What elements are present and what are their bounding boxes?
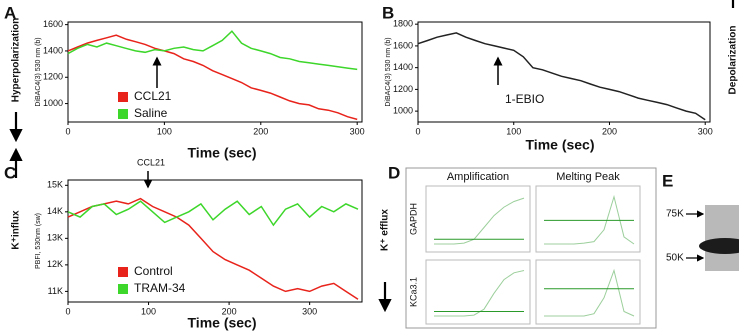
- x-tick-label: 0: [65, 306, 70, 316]
- y-tick-label: 1200: [393, 84, 413, 94]
- mini-frame: [426, 186, 530, 252]
- x-axis-label: Time (sec): [188, 145, 257, 161]
- mini-frame: [536, 260, 640, 324]
- x-tick-label: 0: [65, 126, 70, 136]
- x-axis-label: Time (sec): [188, 315, 257, 331]
- x-tick-label: 100: [141, 306, 156, 316]
- x-tick-label: 0: [415, 126, 420, 136]
- y-tick-label: 1000: [393, 106, 413, 116]
- marker-label: 75K: [666, 209, 684, 220]
- x-tick-label: 300: [350, 126, 365, 136]
- annotation: 1-EBIO: [505, 92, 544, 106]
- column-title: Amplification: [447, 171, 509, 183]
- legend-swatch: [118, 284, 128, 294]
- y-tick-label: 13K: [47, 233, 63, 243]
- panel-label: B: [382, 3, 394, 22]
- y-tick-label: 12K: [47, 259, 63, 269]
- y-tick-label: 1200: [43, 72, 63, 82]
- x-tick-label: 100: [506, 126, 521, 136]
- legend-label: TRAM-34: [134, 281, 186, 295]
- blot-membrane: [705, 205, 739, 271]
- row-label: GAPDH: [408, 203, 418, 235]
- side-label: K⁺ efflux: [380, 209, 391, 251]
- mini-frame: [426, 260, 530, 324]
- y-tick-label: 11K: [48, 286, 63, 296]
- x-tick-label: 200: [253, 126, 268, 136]
- legend-label: Control: [134, 264, 173, 278]
- marker-label: 50K: [666, 253, 684, 264]
- legend-swatch: [118, 267, 128, 277]
- legend-swatch: [118, 109, 128, 119]
- y-tick-label: 1000: [43, 98, 63, 108]
- x-tick-label: 100: [157, 126, 172, 136]
- y-tick-label: 1800: [393, 19, 413, 29]
- y-tick-label: 15K: [47, 180, 63, 190]
- panel-label: E: [662, 171, 673, 190]
- y-axis-label: DiBAC4(3) 530 nm (b): [385, 37, 392, 106]
- x-tick-label: 300: [302, 306, 317, 316]
- y-tick-label: 1600: [393, 40, 413, 50]
- y-axis-label: DiBAC4(3) 530 nm (b): [35, 37, 42, 106]
- side-label: K⁺influx: [11, 210, 22, 250]
- x-tick-label: 200: [602, 126, 617, 136]
- x-axis-label: Time (sec): [526, 137, 595, 153]
- y-tick-label: 1600: [43, 19, 63, 29]
- row-label: KCa3.1: [408, 277, 418, 307]
- side-label: Depolarization: [728, 26, 739, 95]
- legend-label: CCL21: [134, 89, 172, 103]
- column-title: Melting Peak: [556, 171, 620, 183]
- y-tick-label: 14K: [47, 206, 63, 216]
- legend-label: Saline: [134, 106, 168, 120]
- annotation: CCL21: [137, 157, 165, 167]
- y-axis-label: PBFI, 530nm (sw): [35, 213, 42, 269]
- panel-label: C: [4, 163, 16, 182]
- x-tick-label: 300: [698, 126, 713, 136]
- side-label: Hyperpolarization: [11, 18, 22, 102]
- figure: 10001200140016000100200300CCL21SalineADi…: [0, 0, 739, 334]
- legend-swatch: [118, 92, 128, 102]
- y-tick-label: 1400: [393, 62, 413, 72]
- y-tick-label: 1400: [43, 45, 63, 55]
- panel-label: D: [388, 163, 400, 182]
